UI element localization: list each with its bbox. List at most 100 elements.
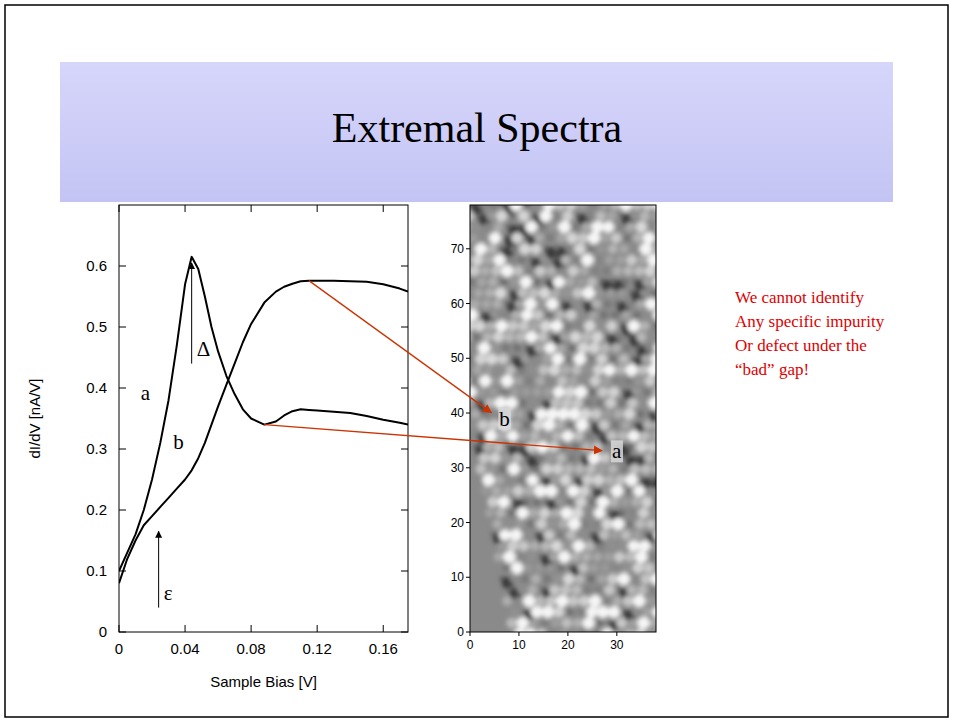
texture-blob [481, 487, 490, 496]
texture-blob [652, 322, 656, 330]
texture-blob [491, 266, 502, 277]
texture-blob [602, 221, 614, 233]
texture-blob [570, 300, 578, 308]
texture-blob [591, 221, 604, 234]
texture-blob [595, 211, 606, 222]
texture-blob [602, 267, 610, 275]
texture-blob [590, 563, 599, 572]
texture-blob [588, 232, 601, 245]
texture-blob [543, 387, 552, 396]
texture-blob [543, 575, 550, 582]
texture-blob [487, 465, 496, 474]
texture-blob [558, 267, 566, 275]
texture-blob [507, 320, 518, 331]
texture-blob [534, 205, 542, 209]
y-tick [466, 303, 470, 304]
texture-blob [621, 279, 628, 286]
texture-blob [477, 277, 487, 287]
texture-blob [496, 508, 506, 518]
texture-blob [511, 310, 521, 320]
texture-blob [524, 298, 537, 311]
texture-blob [606, 289, 615, 298]
texture-blob [553, 606, 565, 618]
texture-blob [546, 312, 553, 319]
texture-blob [518, 320, 529, 331]
texture-blob [642, 607, 651, 616]
texture-blob [601, 518, 613, 530]
x-tick [317, 625, 318, 632]
texture-blob [593, 364, 605, 376]
texture-blob [592, 520, 600, 528]
y-tick [466, 522, 470, 523]
texture-blob [470, 344, 477, 352]
texture-blob [551, 320, 563, 332]
texture-blob [597, 574, 607, 584]
texture-blob [628, 430, 640, 442]
texture-blob [514, 345, 521, 352]
texture-blob [651, 573, 657, 586]
texture-blob [616, 223, 624, 231]
texture-blob [572, 397, 583, 408]
x-tick-label: 20 [561, 638, 575, 652]
topograph [470, 205, 656, 632]
texture-blob [556, 531, 564, 539]
texture-blob [534, 343, 544, 353]
texture-blob [531, 606, 543, 618]
texture-blob [546, 408, 558, 420]
texture-blob [605, 397, 616, 408]
x-tick-top [317, 205, 318, 212]
texture-blob [496, 210, 508, 222]
texture-blob [640, 574, 651, 585]
texture-blob [646, 597, 655, 606]
texture-blob [568, 518, 581, 531]
texture-blob [515, 299, 524, 308]
texture-blob [530, 431, 540, 441]
x-tick [567, 632, 568, 636]
texture-blob [484, 255, 494, 265]
texture-blob [508, 509, 515, 516]
y-tick-label: 0.6 [86, 257, 107, 274]
texture-blob [488, 388, 497, 397]
texture-blob [653, 387, 656, 398]
texture-blob [611, 421, 618, 428]
texture-blob [550, 475, 559, 484]
texture-blob [541, 463, 553, 475]
texture-blob [571, 365, 582, 376]
texture-blob [641, 464, 652, 475]
texture-blob [568, 454, 575, 461]
texture-blob [644, 265, 656, 277]
texture-blob [604, 584, 615, 595]
texture-blob [591, 299, 601, 309]
x-tick-top [251, 205, 252, 212]
y-tick [119, 388, 126, 389]
texture-blob [482, 332, 492, 342]
texture-blob [501, 311, 509, 319]
texture-blob [573, 353, 586, 366]
texture-blob [546, 596, 557, 607]
image-label: b [499, 407, 510, 431]
link-arrow [309, 281, 491, 413]
texture-blob [652, 244, 656, 254]
texture-blob [496, 320, 508, 332]
texture-blob [586, 212, 594, 220]
plot-frame [119, 205, 408, 632]
texture-blob [544, 342, 556, 354]
note-line: “bad” gap! [735, 360, 809, 379]
y-tick [119, 510, 126, 511]
texture-blob [495, 287, 507, 299]
texture-blob [514, 376, 523, 385]
y-tick [466, 467, 470, 468]
texture-blob [470, 309, 478, 322]
x-tick [518, 632, 519, 636]
texture-blob [510, 529, 523, 542]
texture-blob [516, 617, 528, 629]
texture-blob [590, 375, 601, 386]
texture-blob [537, 332, 548, 343]
texture-blob [515, 520, 524, 529]
texture-blob [486, 353, 498, 365]
texture-blob [592, 331, 604, 343]
note-line: We cannot identify [735, 288, 864, 307]
texture-blob [581, 442, 591, 452]
texture-blob [567, 485, 579, 497]
x-tick-label: 0.16 [369, 640, 398, 657]
